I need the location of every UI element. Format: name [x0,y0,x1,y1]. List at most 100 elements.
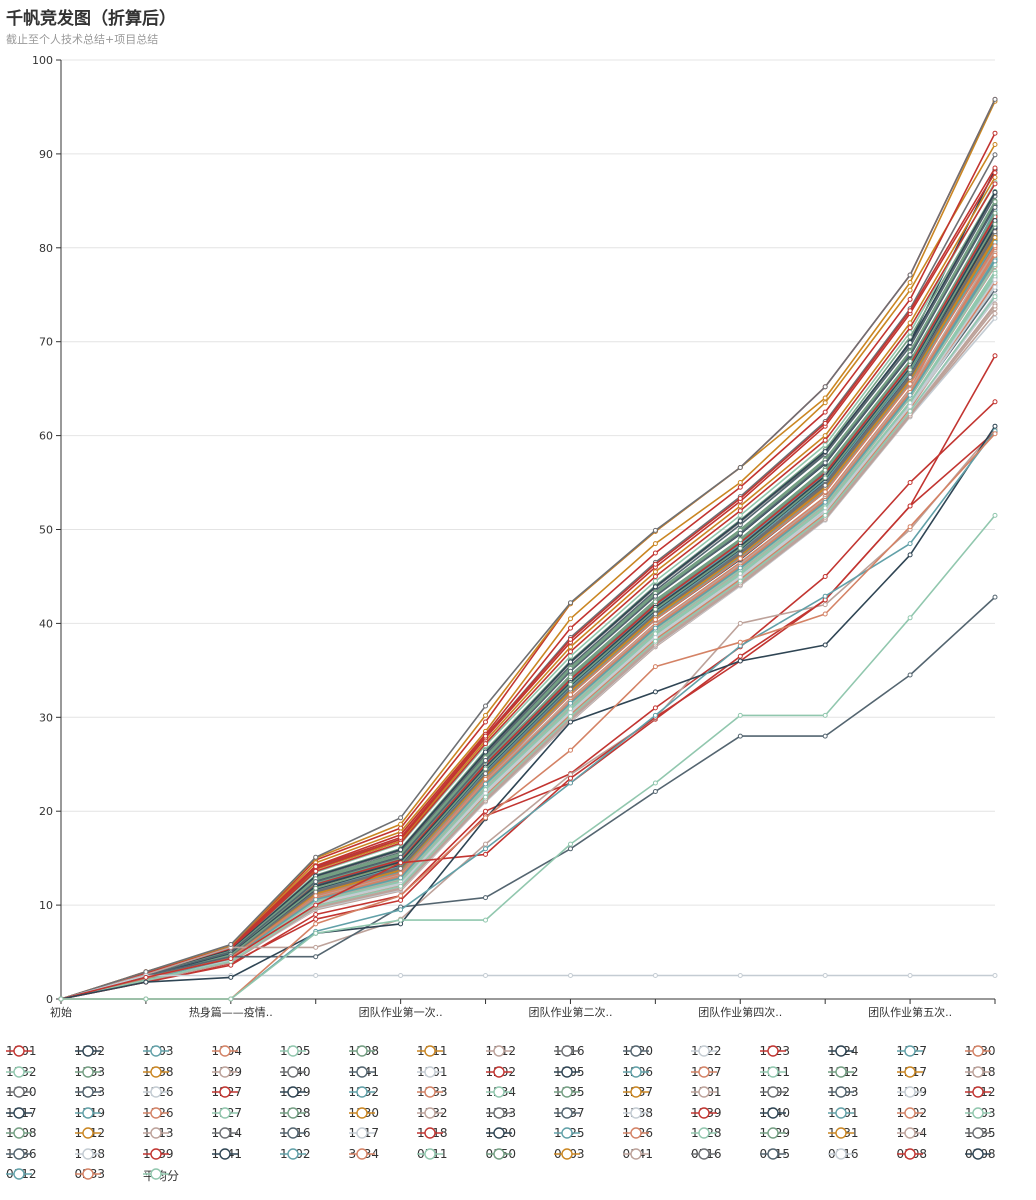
legend-item[interactable]: 1205 [554,1065,585,1079]
legend-item[interactable]: 1317 [6,1106,37,1120]
legend-item[interactable]: 1237 [622,1085,653,1099]
legend-item[interactable]: 1227 [211,1085,242,1099]
legend-item[interactable]: 1416 [280,1126,311,1140]
legend-item[interactable]: 1123 [759,1044,790,1058]
legend-item[interactable]: 1408 [6,1126,37,1140]
data-point [992,96,998,102]
legend-item[interactable]: 1303 [828,1085,859,1099]
legend-item[interactable]: 1202 [485,1065,516,1079]
series-line [60,974,995,1000]
data-point [992,181,998,187]
legend-item[interactable]: 1226 [143,1085,174,1099]
legend-item[interactable]: 1431 [828,1126,859,1140]
legend-item[interactable]: 1138 [143,1065,174,1079]
legend-item[interactable]: 1104 [211,1044,242,1058]
legend-item[interactable]: 1602 [280,1147,311,1161]
legend-item[interactable]: 0403 [554,1147,585,1161]
legend-item[interactable]: 1326 [143,1106,174,1120]
legend-item[interactable]: 1130 [965,1044,996,1058]
legend-item[interactable]: 1436 [6,1147,37,1161]
legend-item[interactable]: 1441 [211,1147,242,1161]
legend-item[interactable]: 1211 [759,1065,790,1079]
legend-item[interactable]: 1435 [965,1126,996,1140]
legend-item[interactable]: 3434 [348,1147,379,1161]
legend-item[interactable]: 1333 [485,1106,516,1120]
legend-item[interactable]: 1418 [417,1126,448,1140]
legend-item[interactable]: 1420 [485,1126,516,1140]
legend-item[interactable]: 1116 [554,1044,585,1058]
legend-item[interactable]: 1402 [896,1106,927,1120]
legend-item[interactable]: 1332 [417,1106,448,1120]
legend-item[interactable]: 1339 [691,1106,722,1120]
legend-item[interactable]: 1403 [965,1106,996,1120]
legend-item[interactable]: 1112 [485,1044,516,1058]
legend-item[interactable]: 1327 [211,1106,242,1120]
legend-item[interactable]: 1102 [74,1044,105,1058]
legend-item[interactable]: 1120 [622,1044,653,1058]
legend-item[interactable]: 1312 [965,1085,996,1099]
legend-item[interactable]: 1429 [759,1126,790,1140]
legend-item[interactable]: 1328 [280,1106,311,1120]
data-point [568,719,573,725]
legend-item[interactable]: 1111 [417,1044,448,1058]
legend-item[interactable]: 1337 [554,1106,585,1120]
legend-item[interactable]: 1233 [417,1085,448,1099]
legend-item[interactable]: 1428 [691,1126,722,1140]
legend-item[interactable]: 1302 [759,1085,790,1099]
legend-item[interactable]: 1132 [6,1065,37,1079]
data-point [822,442,828,448]
data-point [652,973,658,978]
legend-item[interactable]: 1133 [74,1065,105,1079]
legend-item[interactable]: 1217 [896,1065,927,1079]
legend-item[interactable]: 1425 [554,1126,585,1140]
legend-item[interactable]: 0316 [828,1147,859,1161]
legend-item[interactable]: 0141 [622,1147,653,1161]
legend-item[interactable]: 1101 [6,1044,37,1058]
legend-item[interactable]: 1413 [143,1126,174,1140]
legend-item[interactable]: 1103 [143,1044,174,1058]
legend-item[interactable]: 1105 [280,1044,311,1058]
legend-item[interactable]: 1340 [759,1106,790,1120]
legend-item[interactable]: 1301 [691,1085,722,1099]
legend-item[interactable]: 1438 [74,1147,105,1161]
legend-item[interactable]: 1127 [896,1044,927,1058]
legend-item[interactable]: 1338 [622,1106,653,1120]
legend-item[interactable]: 1434 [896,1126,927,1140]
legend-item[interactable]: 平均分 [143,1167,179,1184]
legend-item[interactable]: 1207 [691,1065,722,1079]
legend-item[interactable]: 1223 [74,1085,105,1099]
legend-item[interactable]: 1401 [828,1106,859,1120]
legend-item[interactable]: 1139 [211,1065,242,1079]
legend-item[interactable]: 1124 [828,1044,859,1058]
legend-item[interactable]: 0150 [485,1147,516,1161]
legend-item[interactable]: 1229 [280,1085,311,1099]
data-point [652,638,658,644]
legend-item[interactable]: 1141 [348,1065,379,1079]
legend-item[interactable]: 1309 [896,1085,927,1099]
legend-item[interactable]: 1218 [965,1065,996,1079]
legend-item[interactable]: 1319 [74,1106,105,1120]
legend-item[interactable]: 1201 [417,1065,448,1079]
legend-item[interactable]: 1232 [348,1085,379,1099]
legend-item[interactable]: 0915 [759,1147,790,1161]
legend-item[interactable]: 1140 [280,1065,311,1079]
legend-item[interactable]: 1108 [348,1044,379,1058]
legend-item[interactable]: 1234 [485,1085,516,1099]
legend-item[interactable]: 0208 [965,1147,996,1161]
legend-item[interactable]: 1414 [211,1126,242,1140]
legend-item[interactable]: 1330 [348,1106,379,1120]
legend-item[interactable]: 1212 [828,1065,859,1079]
legend-item[interactable]: 0516 [691,1147,722,1161]
legend-item[interactable]: 1122 [691,1044,722,1058]
legend-item[interactable]: 1417 [348,1126,379,1140]
legend-item[interactable]: 1235 [554,1085,585,1099]
legend-item[interactable]: 0511 [417,1147,448,1161]
legend-item[interactable]: 0233 [74,1167,105,1181]
legend-item[interactable]: 1220 [6,1085,37,1099]
legend-item[interactable]: 0112 [6,1167,37,1181]
legend-item[interactable]: 1426 [622,1126,653,1140]
legend-item[interactable]: 1206 [622,1065,653,1079]
legend-item[interactable]: 1439 [143,1147,174,1161]
legend-item[interactable]: 0308 [896,1147,927,1161]
legend-item[interactable]: 1412 [74,1126,105,1140]
